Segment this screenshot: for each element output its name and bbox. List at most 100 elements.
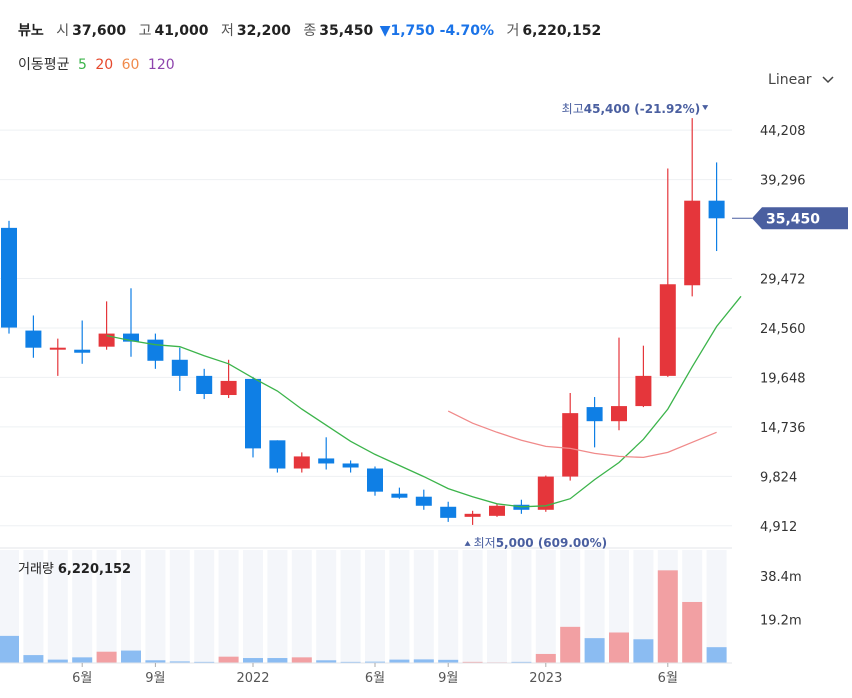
low-value: 32,200 (236, 23, 291, 39)
volume-background-bar (340, 550, 361, 663)
volume-bar (194, 661, 215, 663)
volume-bar (267, 658, 288, 663)
volume-panel-value: 6,220,152 (57, 562, 132, 577)
x-tick-label: 9월 (145, 671, 165, 686)
candle-body (464, 513, 481, 517)
volume-background-bar (389, 550, 410, 663)
volume-background-bar (291, 550, 312, 663)
volume-bar (218, 656, 239, 663)
candle-body (342, 463, 359, 468)
candle-body (562, 413, 579, 477)
price-tag-label: 35,450 (766, 211, 820, 227)
candle-body (49, 347, 66, 350)
volume-bar (365, 661, 385, 663)
change-value: ▼1,750 -4.70% (379, 23, 495, 39)
max-value: 45,400 (-21.92%) (584, 102, 700, 116)
x-tick-label: 6월 (72, 671, 92, 686)
y-tick-label: 29,472 (760, 272, 806, 287)
x-tick-label: 2023 (529, 671, 562, 686)
volume-value: 6,220,152 (522, 23, 602, 39)
volume-background-bar (23, 550, 44, 663)
volume-background-bar (487, 550, 507, 663)
volume-bar (291, 657, 312, 663)
candle-body (708, 200, 725, 219)
candle-body (269, 440, 286, 469)
volume-background-bar (438, 550, 459, 663)
volume-background-bar (365, 550, 385, 663)
volume-background-bar (243, 550, 263, 663)
candle-body (391, 493, 408, 498)
candle-body (635, 375, 652, 407)
min-annotation: 최저5,000 (609.00%) (474, 536, 608, 550)
candle-body (220, 380, 237, 396)
volume-background-bar (706, 550, 727, 663)
candle-body (25, 330, 42, 348)
x-tick-label: 9월 (438, 671, 458, 686)
candle-body (74, 349, 91, 353)
volume-background-bar (462, 550, 483, 663)
y-tick-label: 24,560 (760, 322, 806, 337)
volume-label: 거 (506, 23, 520, 39)
volume-tick-label: 19.2m (760, 614, 802, 629)
candle-body (1, 227, 17, 328)
volume-bar (121, 650, 141, 663)
min-label: 최저 (474, 536, 496, 550)
min-value: 5,000 (609.00%) (496, 536, 607, 550)
volume-background-bar (218, 550, 239, 663)
volume-background-bar (169, 550, 190, 663)
candle-body (415, 496, 432, 506)
volume-tick-label: 38.4m (760, 570, 802, 585)
volume-bar (584, 638, 605, 663)
volume-bar (511, 661, 532, 663)
price-summary: 뷰노 시 37,600 고 41,000 저 32,200 종 35,450 ▼1,75… (18, 20, 601, 40)
volume-background-bar (121, 550, 141, 663)
ma5-line (106, 295, 742, 508)
candle-body (586, 407, 603, 422)
volume-background-bar (96, 550, 117, 663)
volume-background-bar (584, 550, 605, 663)
ma20-line (447, 410, 717, 459)
volume-bar (169, 661, 190, 663)
y-tick-label: 44,208 (760, 124, 806, 139)
scale-select[interactable]: Linear (768, 72, 834, 88)
volume-bar (413, 659, 434, 663)
volume-panel-label: 거래량 6,220,152 (18, 558, 131, 577)
volume-background-bar (267, 550, 288, 663)
volume-background-bar (535, 550, 556, 663)
up-triangle-icon (464, 540, 471, 546)
candle-body (440, 506, 457, 518)
candle-body (611, 406, 627, 422)
volume-bar (72, 657, 93, 663)
volume-bar (462, 661, 483, 663)
volume-bar (560, 626, 581, 663)
volume-bar (23, 655, 44, 663)
close-label: 종 (303, 23, 317, 39)
max-label: 최고 (562, 102, 584, 116)
volume-bar (633, 639, 654, 663)
volume-background-bar (316, 550, 337, 663)
candle-body (318, 458, 335, 464)
volume-bar (145, 660, 166, 663)
moving-average-legend[interactable]: 이동평균 5 20 60 120 (18, 54, 179, 74)
ma-5: 5 (77, 57, 87, 73)
candle-body (367, 468, 383, 492)
volume-bar (316, 660, 337, 663)
candle-body (147, 339, 164, 361)
y-tick-label: 14,736 (760, 421, 806, 436)
scale-label: Linear (768, 72, 812, 88)
volume-bar (340, 661, 361, 663)
candle-body (684, 200, 701, 286)
y-tick-label: 39,296 (760, 174, 806, 189)
close-value: 35,450 (319, 23, 374, 39)
ma-20: 20 (95, 57, 114, 73)
volume-bar (609, 632, 629, 663)
price-tag (752, 207, 848, 230)
ma-label: 이동평균 (18, 57, 70, 73)
candle-body (245, 378, 261, 449)
volume-background-bar (0, 550, 19, 663)
down-triangle-icon (702, 105, 709, 111)
x-tick-label: 6월 (365, 671, 385, 686)
open-value: 37,600 (72, 23, 127, 39)
candle-body (293, 456, 310, 469)
